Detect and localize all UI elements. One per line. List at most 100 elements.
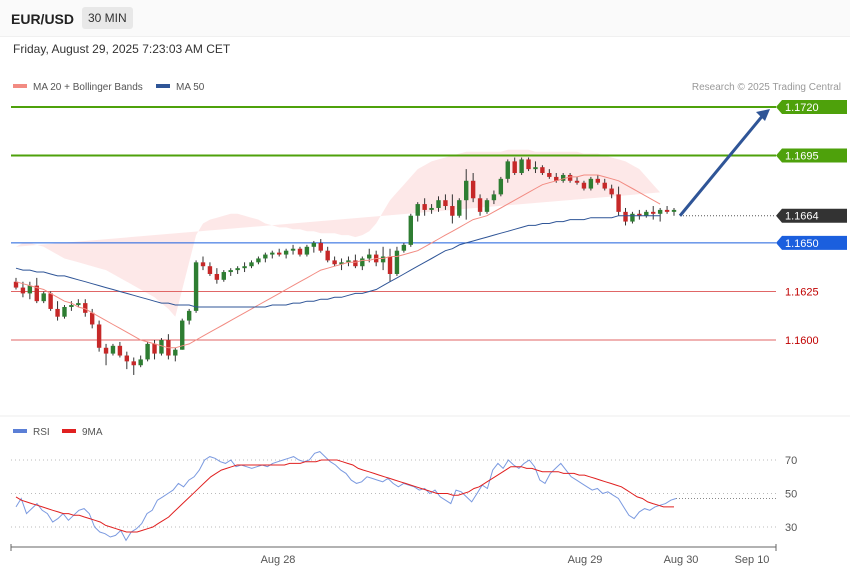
candle-body xyxy=(186,310,192,321)
candle-body xyxy=(526,159,531,170)
candle-body xyxy=(408,215,413,245)
x-tick-label: Aug 29 xyxy=(568,554,603,566)
candle-body xyxy=(367,254,372,259)
candle-body xyxy=(214,273,220,280)
legend-swatch xyxy=(13,84,27,88)
x-axis: Aug 28 Aug 29 Aug 30 Sep 10 xyxy=(10,544,777,566)
candle-body xyxy=(311,242,317,247)
candle-body xyxy=(574,180,580,183)
credit-text: Research © 2025 Trading Central xyxy=(692,82,841,93)
candle-body xyxy=(422,204,427,210)
candle-body xyxy=(595,178,601,183)
candle-body xyxy=(89,312,95,325)
candle-body xyxy=(83,303,88,313)
candle-body xyxy=(263,254,268,259)
candle-body xyxy=(644,211,649,216)
candle-body xyxy=(554,176,559,181)
candle-body xyxy=(637,213,642,216)
candle-body xyxy=(76,303,81,306)
candle-body xyxy=(588,178,594,189)
candle-body xyxy=(657,209,663,214)
candle-body xyxy=(96,324,102,348)
candle-body xyxy=(353,260,358,267)
candle-body xyxy=(325,250,330,261)
level-badges: 1.1720 1.1695 1.1664 1.1650 1.1625 1.1600 xyxy=(776,100,847,347)
candle-body xyxy=(429,207,434,210)
projection-arrow xyxy=(678,113,766,217)
legend-label: MA 50 xyxy=(176,82,205,93)
candle-body xyxy=(443,200,448,207)
main-legend: MA 20 + Bollinger Bands MA 50 xyxy=(13,82,205,93)
candle-body xyxy=(145,343,150,360)
level-badge xyxy=(776,208,847,223)
symbol-label: EUR/USD xyxy=(11,11,75,27)
moving-averages xyxy=(15,109,770,349)
candle-body xyxy=(651,211,656,214)
candles xyxy=(13,157,677,375)
candle-body xyxy=(159,340,164,354)
ma50-line xyxy=(15,215,661,308)
candle-body xyxy=(470,180,476,199)
candle-body xyxy=(360,258,365,267)
legend-label: MA 20 + Bollinger Bands xyxy=(33,82,143,93)
candle-body xyxy=(477,198,483,212)
candle-body xyxy=(277,252,282,255)
candle-body xyxy=(41,293,46,302)
candle-body xyxy=(304,246,310,255)
rsi-line xyxy=(15,451,677,542)
ma20-line xyxy=(15,174,661,349)
candle-body xyxy=(131,361,136,366)
candle-body xyxy=(20,287,26,294)
candle-body xyxy=(110,345,116,354)
candle-body xyxy=(55,308,60,317)
candle-body xyxy=(547,173,552,177)
candle-body xyxy=(27,285,33,294)
candle-body xyxy=(664,209,670,212)
candle-body xyxy=(339,262,344,265)
rsi-tick-label: 50 xyxy=(785,489,797,501)
candle-body xyxy=(505,161,510,179)
rsi-legend-swatch xyxy=(62,429,76,433)
candle-body xyxy=(394,250,400,274)
candle-body xyxy=(180,320,185,350)
candle-body xyxy=(602,182,607,189)
candle-body xyxy=(519,159,524,174)
candle-body xyxy=(332,260,337,265)
candle-body xyxy=(69,305,74,307)
candle-body xyxy=(623,211,628,222)
candle-body xyxy=(297,248,303,255)
candle-body xyxy=(671,209,677,212)
timeframe-button[interactable]: 30 MIN xyxy=(82,7,133,29)
candle-body xyxy=(346,260,351,263)
level-label: 1.1625 xyxy=(785,286,819,298)
candle-body xyxy=(630,213,635,222)
rsi-panel: RSI 9MA 70 50 30 xyxy=(11,427,797,542)
rsi-legend-label: 9MA xyxy=(82,427,103,438)
candle-body xyxy=(387,256,393,274)
candle-body xyxy=(173,349,178,356)
level-badge xyxy=(776,235,847,250)
candle-body xyxy=(464,180,469,201)
candle-body xyxy=(380,256,386,263)
candle-body xyxy=(62,306,67,317)
candle-body xyxy=(560,174,566,181)
candle-body xyxy=(616,194,621,212)
candle-body xyxy=(221,272,226,280)
candle-body xyxy=(249,262,254,267)
candle-body xyxy=(567,174,573,181)
candle-body xyxy=(34,285,39,302)
candle-body xyxy=(270,252,275,255)
candle-body xyxy=(228,270,233,273)
level-label: 1.1664 xyxy=(785,211,819,223)
candle-body xyxy=(200,262,206,267)
level-badge xyxy=(776,100,847,114)
candle-body xyxy=(117,345,123,356)
candle-body xyxy=(283,250,289,255)
rsi-tick-label: 30 xyxy=(785,522,797,534)
candle-body xyxy=(609,188,614,195)
candle-body xyxy=(318,242,323,251)
x-tick-label: Aug 30 xyxy=(664,554,699,566)
candle-body xyxy=(512,161,517,174)
candle-body xyxy=(207,266,213,274)
